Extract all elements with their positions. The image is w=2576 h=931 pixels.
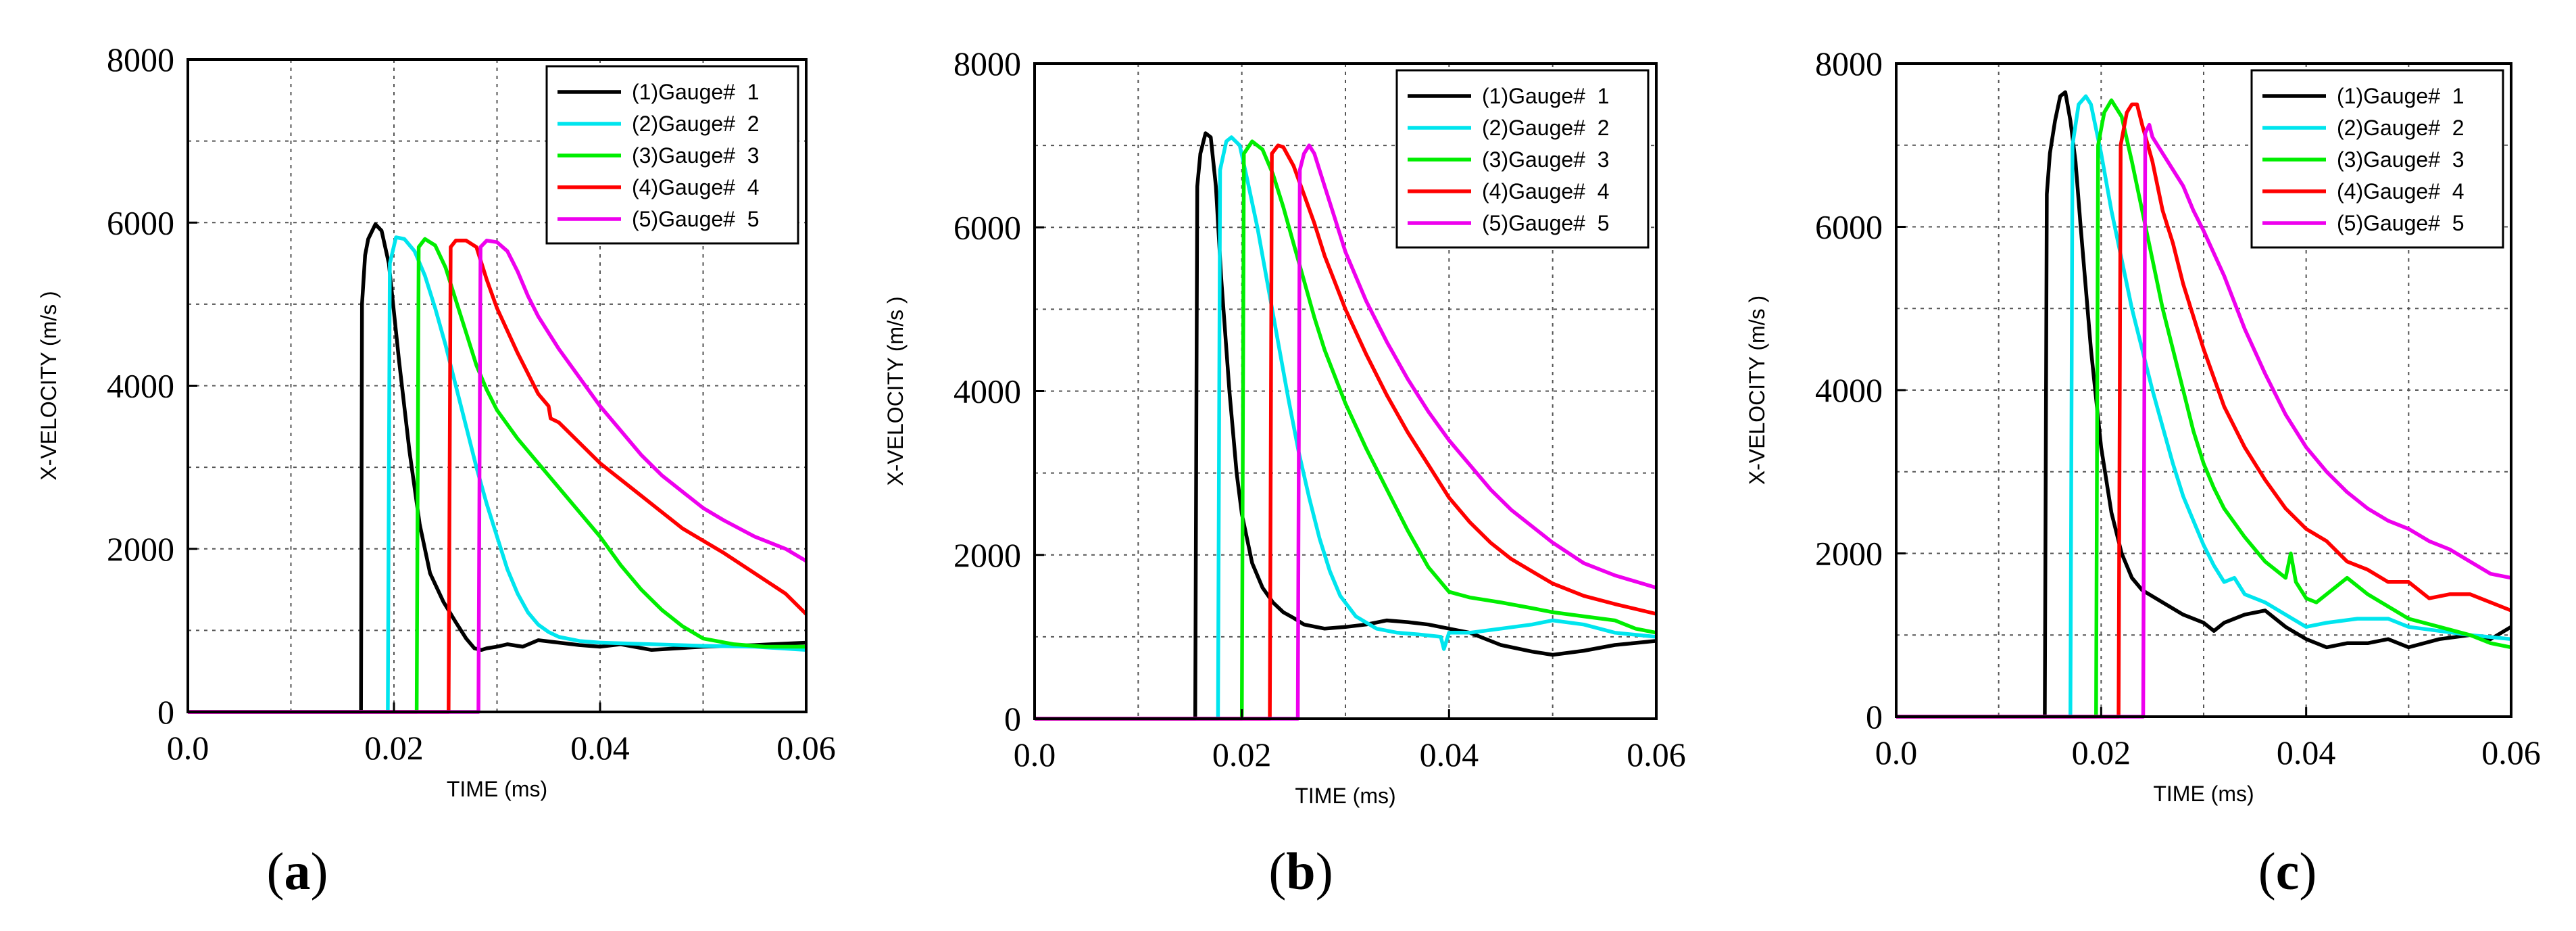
series-line-gauge-3 bbox=[1035, 139, 1657, 721]
x-axis-label: TIME (ms) bbox=[2153, 782, 2254, 806]
panel-a: (a) 0.0 0.02 0.04 0.06 0 2000 4000 6000 8000 TIME… bbox=[36, 41, 836, 901]
series-line-gauge-1 bbox=[188, 222, 807, 714]
y-tick-label: 0 bbox=[1004, 700, 1021, 738]
y-axis-label: X-VELOCITY (m/s ) bbox=[1745, 295, 1769, 485]
legend-label-gauge-4: (4)Gauge# 4 bbox=[632, 175, 760, 199]
y-axis-label: X-VELOCITY (m/s ) bbox=[883, 296, 908, 485]
x-tick-label: 0.04 bbox=[1420, 736, 1479, 773]
panel-c: (c) 0.0 0.02 0.04 0.06 0 2000 4000 6000 8000 TIME… bbox=[1745, 45, 2541, 901]
legend: (1)Gauge# 1 (2)Gauge# 2 (3)Gauge# 3 (4)Gaug… bbox=[545, 65, 799, 245]
series-line-gauge-4 bbox=[1035, 143, 1657, 721]
legend-label-gauge-3: (3)Gauge# 3 bbox=[1482, 147, 1610, 172]
y-tick-label: 4000 bbox=[953, 373, 1021, 410]
legend-label-gauge-5: (5)Gauge# 5 bbox=[632, 207, 760, 231]
y-tick-label: 8000 bbox=[107, 41, 174, 78]
y-tick-label: 2000 bbox=[107, 530, 174, 568]
series-line-gauge-4 bbox=[188, 239, 808, 714]
y-axis: 0 2000 4000 6000 8000 bbox=[107, 41, 197, 731]
legend-label-gauge-4: (4)Gauge# 4 bbox=[1482, 179, 1610, 204]
series-line-gauge-4 bbox=[1896, 102, 2512, 719]
panel-a-label: (a) bbox=[267, 842, 328, 901]
x-axis: 0.0 0.02 0.04 0.06 bbox=[167, 702, 836, 767]
y-tick-label: 2000 bbox=[953, 536, 1021, 574]
x-tick-label: 0.0 bbox=[167, 729, 209, 767]
y-axis-label: X-VELOCITY (m/s ) bbox=[36, 291, 61, 480]
series-line-gauge-5 bbox=[1896, 122, 2512, 719]
series-line-gauge-5 bbox=[188, 239, 808, 714]
x-axis-label: TIME (ms) bbox=[1295, 784, 1395, 808]
panel-c-label: (c) bbox=[2258, 842, 2317, 901]
legend-label-gauge-3: (3)Gauge# 3 bbox=[2337, 147, 2464, 172]
y-tick-label: 2000 bbox=[1815, 535, 1883, 573]
legend-label-gauge-4: (4)Gauge# 4 bbox=[2337, 179, 2464, 204]
legend-label-gauge-1: (1)Gauge# 1 bbox=[1482, 84, 1610, 108]
legend: (1)Gauge# 1 (2)Gauge# 2 (3)Gauge# 3 (4)Gaug… bbox=[1395, 69, 1650, 249]
series-line-gauge-5 bbox=[1035, 143, 1657, 721]
legend-label-gauge-5: (5)Gauge# 5 bbox=[2337, 211, 2464, 235]
legend-label-gauge-3: (3)Gauge# 3 bbox=[632, 143, 760, 168]
y-tick-label: 6000 bbox=[1815, 208, 1883, 246]
panel-b: (b) 0.0 0.02 0.04 0.06 0 2000 4000 6000 8000 TIME… bbox=[883, 45, 1686, 901]
x-tick-label: 0.02 bbox=[364, 729, 424, 767]
y-tick-label: 6000 bbox=[107, 204, 174, 241]
y-axis: 0 2000 4000 6000 8000 bbox=[953, 45, 1044, 738]
x-tick-label: 0.04 bbox=[2277, 734, 2336, 771]
series-line-gauge-2 bbox=[1896, 94, 2512, 719]
series-line-gauge-2 bbox=[188, 235, 807, 714]
legend-label-gauge-1: (1)Gauge# 1 bbox=[632, 80, 760, 104]
panel-b-label: (b) bbox=[1268, 842, 1333, 901]
series-line-gauge-3 bbox=[188, 237, 806, 714]
y-tick-label: 8000 bbox=[953, 45, 1021, 82]
x-tick-label: 0.06 bbox=[2481, 734, 2541, 771]
series-group bbox=[1896, 90, 2512, 719]
y-tick-label: 0 bbox=[1866, 698, 1883, 736]
x-tick-label: 0.06 bbox=[1627, 736, 1686, 773]
x-axis: 0.0 0.02 0.04 0.06 bbox=[1014, 709, 1686, 773]
legend-label-gauge-2: (2)Gauge# 2 bbox=[632, 112, 760, 136]
series-line-gauge-2 bbox=[1035, 135, 1657, 721]
y-tick-label: 8000 bbox=[1815, 45, 1883, 82]
legend-label-gauge-1: (1)Gauge# 1 bbox=[2337, 84, 2464, 108]
y-tick-label: 0 bbox=[157, 693, 174, 731]
series-line-gauge-1 bbox=[1896, 90, 2512, 719]
series-line-gauge-1 bbox=[1035, 131, 1657, 721]
legend-label-gauge-5: (5)Gauge# 5 bbox=[1482, 211, 1610, 235]
x-tick-label: 0.02 bbox=[1212, 736, 1272, 773]
x-tick-label: 0.0 bbox=[1014, 736, 1056, 773]
x-tick-label: 0.0 bbox=[1875, 734, 1918, 771]
legend-label-gauge-2: (2)Gauge# 2 bbox=[2337, 116, 2464, 140]
x-tick-label: 0.04 bbox=[570, 729, 630, 767]
y-tick-label: 4000 bbox=[1815, 371, 1883, 409]
x-axis: 0.0 0.02 0.04 0.06 bbox=[1875, 707, 2541, 771]
x-tick-label: 0.02 bbox=[2072, 734, 2131, 771]
x-tick-label: 0.06 bbox=[776, 729, 836, 767]
y-tick-label: 6000 bbox=[953, 208, 1021, 246]
legend: (1)Gauge# 1 (2)Gauge# 2 (3)Gauge# 3 (4)Gaug… bbox=[2250, 69, 2504, 249]
y-axis: 0 2000 4000 6000 8000 bbox=[1815, 45, 1906, 736]
y-tick-label: 4000 bbox=[107, 367, 174, 405]
series-group bbox=[1035, 131, 1657, 721]
legend-box bbox=[545, 65, 799, 245]
legend-label-gauge-2: (2)Gauge# 2 bbox=[1482, 116, 1610, 140]
series-group bbox=[188, 222, 808, 714]
x-axis-label: TIME (ms) bbox=[447, 777, 547, 801]
